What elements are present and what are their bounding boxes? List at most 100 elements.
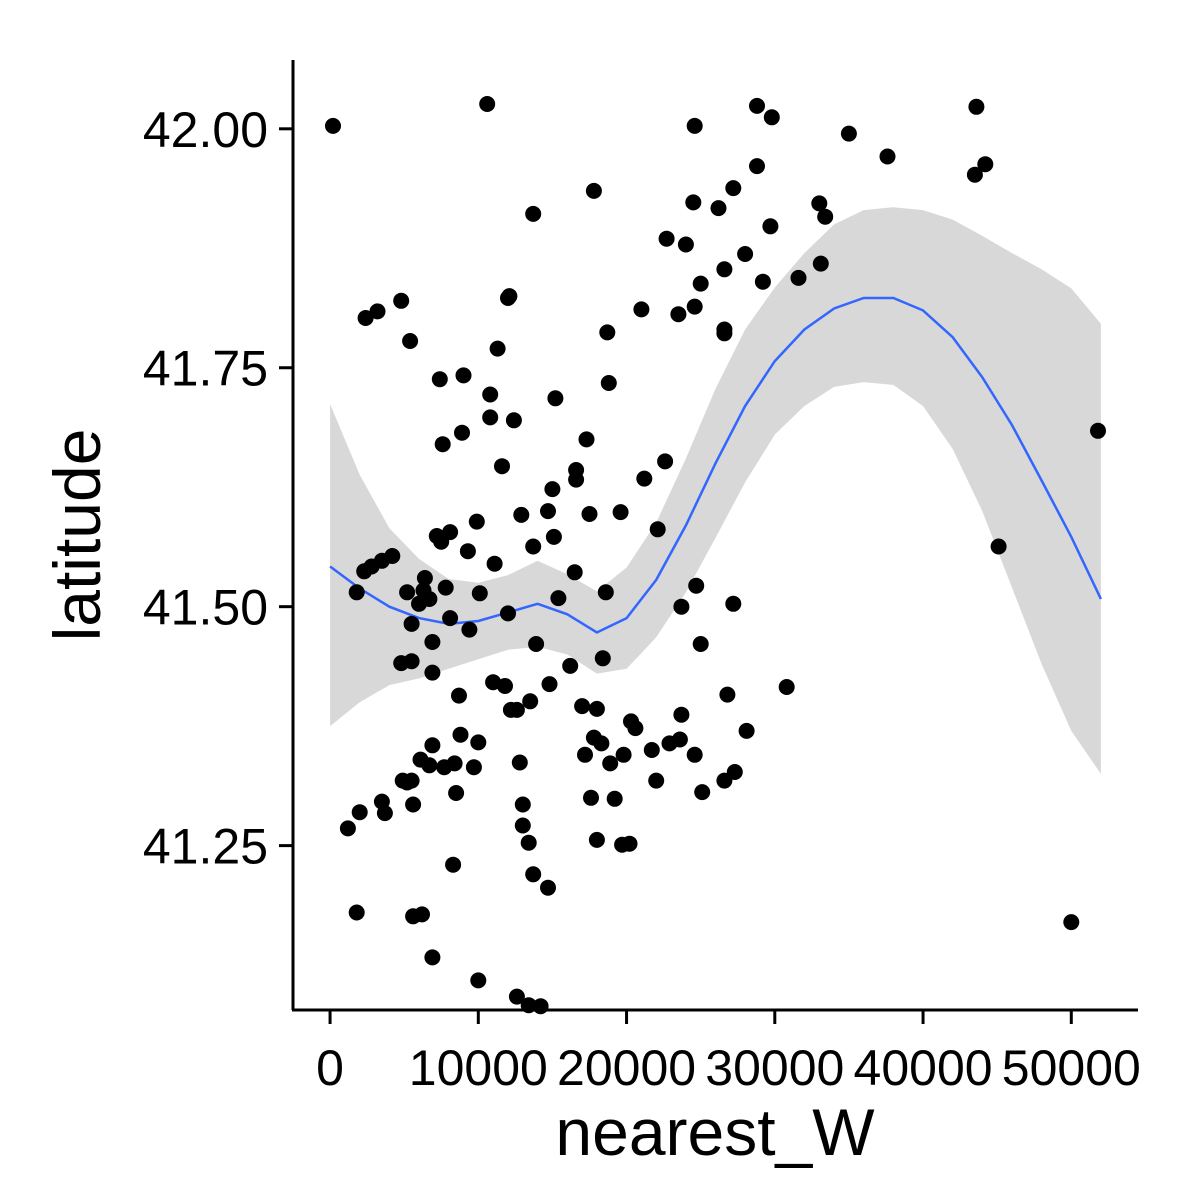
data-point bbox=[505, 412, 522, 429]
data-point bbox=[424, 634, 441, 650]
data-point bbox=[411, 595, 427, 612]
data-point bbox=[879, 148, 896, 165]
data-point bbox=[649, 521, 666, 538]
data-point bbox=[599, 324, 616, 341]
confidence-band bbox=[330, 207, 1101, 774]
y-tick-label: 41.50 bbox=[143, 580, 268, 636]
data-point bbox=[686, 746, 703, 763]
data-point bbox=[562, 657, 579, 674]
data-point bbox=[525, 866, 542, 883]
data-point bbox=[547, 390, 564, 407]
data-point bbox=[719, 686, 736, 703]
data-point bbox=[636, 470, 653, 487]
data-point bbox=[402, 333, 419, 349]
data-point bbox=[685, 194, 702, 211]
data-point bbox=[692, 636, 709, 652]
data-point bbox=[494, 458, 510, 475]
x-ticks: 0 10000 20000 30000 40000 50000 bbox=[316, 1010, 1141, 1096]
data-point bbox=[497, 678, 513, 694]
data-point bbox=[455, 367, 472, 384]
data-point bbox=[357, 310, 374, 326]
data-point bbox=[658, 230, 675, 247]
data-point bbox=[566, 564, 583, 581]
data-point bbox=[511, 754, 528, 771]
data-point bbox=[545, 528, 562, 545]
data-point bbox=[716, 261, 733, 278]
data-point bbox=[968, 98, 985, 115]
data-point bbox=[482, 386, 499, 403]
data-point bbox=[602, 755, 619, 772]
data-point bbox=[446, 755, 463, 772]
data-point bbox=[470, 734, 487, 751]
data-point bbox=[356, 563, 373, 580]
y-tick-label: 41.75 bbox=[143, 341, 268, 397]
data-point bbox=[588, 700, 605, 717]
data-point bbox=[514, 817, 531, 834]
y-ticks: 41.25 41.50 41.75 42.00 bbox=[143, 102, 293, 875]
data-point bbox=[479, 96, 496, 112]
data-point bbox=[416, 570, 433, 586]
y-tick-label: 42.00 bbox=[143, 102, 268, 158]
data-point bbox=[633, 301, 650, 318]
data-point bbox=[403, 615, 420, 632]
data-point bbox=[434, 436, 451, 453]
data-point bbox=[525, 538, 542, 555]
data-point bbox=[520, 834, 537, 851]
data-point bbox=[452, 726, 469, 743]
data-point bbox=[541, 676, 558, 693]
data-point bbox=[673, 598, 690, 615]
data-point bbox=[627, 720, 644, 737]
x-tick-label: 0 bbox=[316, 1040, 344, 1096]
data-point bbox=[694, 784, 711, 801]
data-point bbox=[470, 972, 487, 989]
data-point bbox=[489, 340, 506, 357]
data-point bbox=[568, 471, 585, 488]
data-point bbox=[431, 371, 448, 388]
data-point bbox=[540, 879, 556, 896]
data-point bbox=[574, 698, 591, 715]
data-point bbox=[597, 584, 614, 601]
data-point bbox=[348, 584, 365, 601]
data-point bbox=[615, 746, 632, 763]
data-point bbox=[977, 156, 994, 173]
confidence-band-layer bbox=[330, 207, 1101, 774]
data-point bbox=[459, 543, 476, 560]
data-point bbox=[778, 679, 795, 695]
data-point bbox=[725, 595, 742, 612]
axes-layer bbox=[291, 60, 1138, 1012]
x-axis-title: nearest_W bbox=[555, 1095, 875, 1169]
data-point bbox=[710, 200, 727, 217]
data-point bbox=[738, 722, 755, 739]
data-point bbox=[1063, 914, 1080, 931]
data-point bbox=[581, 506, 598, 522]
data-point bbox=[433, 533, 450, 550]
data-point bbox=[583, 789, 599, 806]
data-point bbox=[525, 205, 542, 222]
data-point bbox=[437, 579, 454, 596]
data-point bbox=[461, 621, 478, 638]
data-point bbox=[405, 796, 422, 813]
data-point bbox=[424, 949, 441, 966]
data-point bbox=[448, 785, 465, 801]
data-point bbox=[990, 538, 1007, 555]
data-point bbox=[550, 590, 567, 607]
data-point bbox=[754, 273, 771, 290]
data-point bbox=[339, 820, 356, 837]
data-point bbox=[621, 835, 638, 852]
x-tick-label: 20000 bbox=[557, 1040, 696, 1096]
data-point bbox=[500, 605, 516, 622]
data-point bbox=[688, 577, 705, 594]
data-point bbox=[399, 774, 416, 791]
data-point bbox=[577, 746, 593, 763]
data-point bbox=[471, 585, 488, 602]
data-point bbox=[482, 409, 499, 426]
smooth-line-layer bbox=[329, 296, 1103, 634]
data-point bbox=[399, 584, 416, 601]
data-point bbox=[1090, 422, 1106, 439]
data-point bbox=[544, 481, 561, 498]
data-point bbox=[594, 650, 611, 667]
data-point bbox=[578, 431, 595, 448]
data-point bbox=[966, 166, 983, 183]
data-point bbox=[588, 831, 605, 848]
